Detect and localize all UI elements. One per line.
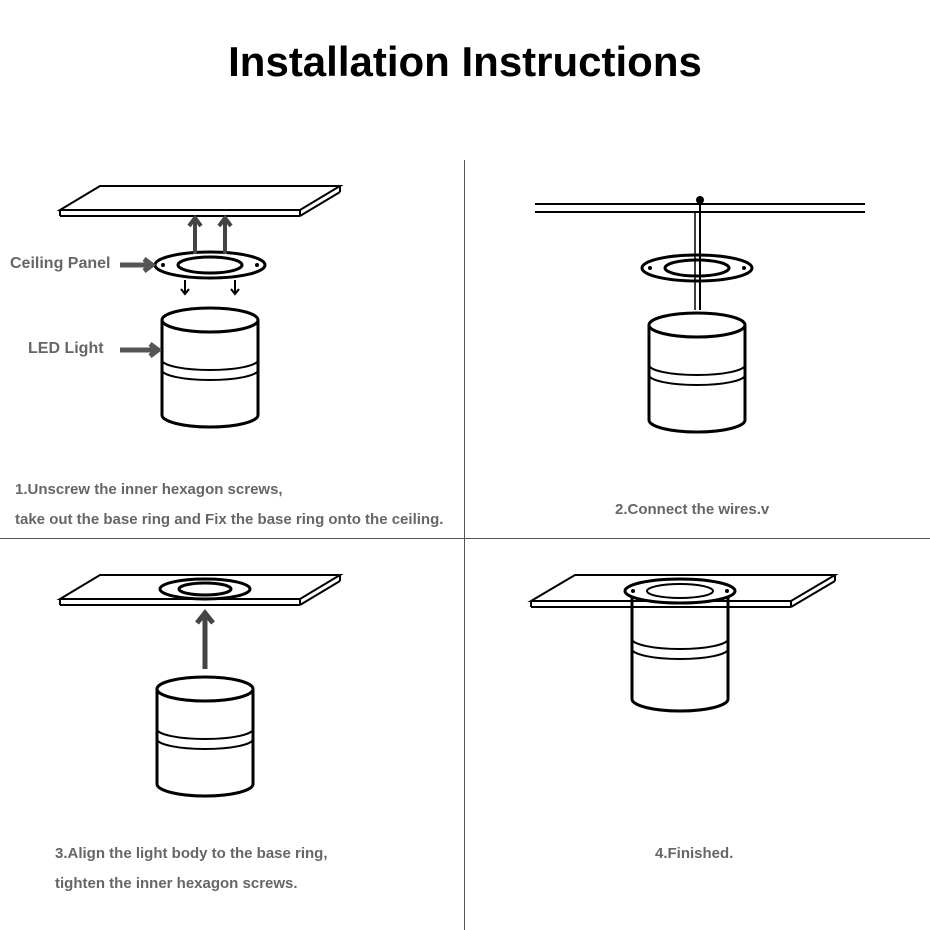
- step-4-panel: 4.Finished.: [465, 539, 930, 930]
- step-4-illustration: [465, 539, 930, 799]
- step-2-panel: 2.Connect the wires.v: [465, 160, 930, 538]
- step-3-caption: 3.Align the light body to the base ring,…: [55, 839, 328, 899]
- step-1-illustration: [0, 160, 464, 450]
- led-light-label: LED Light: [28, 340, 104, 358]
- page-title: Installation Instructions: [0, 0, 930, 86]
- step-2-caption: 2.Connect the wires.v: [615, 495, 769, 525]
- step-3-illustration: [0, 539, 464, 829]
- step-1-caption: 1.Unscrew the inner hexagon screws, take…: [15, 475, 443, 535]
- diagram-grid: Ceiling Panel LED Light 1.Unscrew the in…: [0, 160, 930, 930]
- ceiling-panel-label: Ceiling Panel: [10, 255, 110, 273]
- step-1-panel: Ceiling Panel LED Light 1.Unscrew the in…: [0, 160, 464, 538]
- step-3-panel: 3.Align the light body to the base ring,…: [0, 539, 464, 930]
- step-2-illustration: [465, 160, 930, 460]
- step-4-caption: 4.Finished.: [655, 839, 733, 869]
